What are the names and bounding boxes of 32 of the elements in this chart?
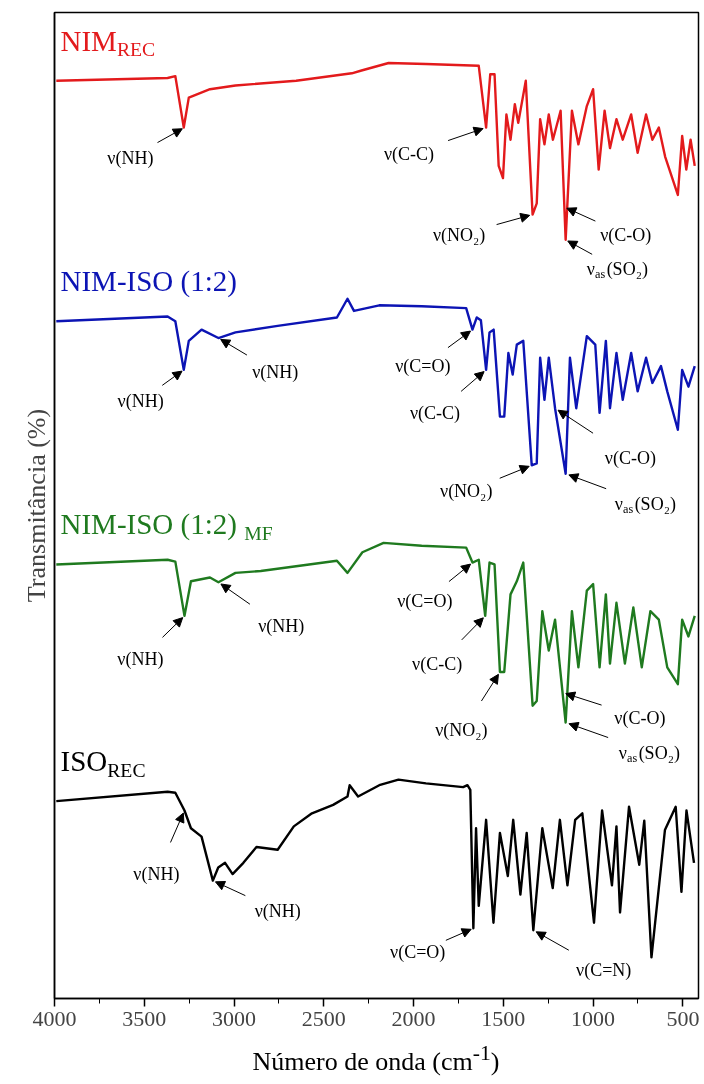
- annotation: ν(C-C): [383, 143, 435, 165]
- x-tick-label: 3500: [122, 1005, 167, 1031]
- series-label: NIM-ISO (1:2) MF: [60, 508, 273, 545]
- annotation: ν(C-C): [411, 653, 463, 675]
- annotation: ν(C-C): [409, 402, 461, 424]
- y-axis-title: Transmitância (%): [21, 408, 51, 603]
- annotation: ν(C-O): [600, 225, 652, 247]
- x-tick-label: 500: [666, 1005, 700, 1031]
- series-label: NIM-ISO (1:2): [60, 265, 237, 299]
- annotation: ν(NO₂): [439, 481, 493, 503]
- x-axis-title: Número de onda (cm$^{-1}$): [251, 1040, 501, 1077]
- x-tick-label: 4000: [32, 1005, 77, 1031]
- annotation: ν(C=O): [395, 355, 451, 377]
- x-tick-label: 1500: [481, 1005, 526, 1031]
- annotation: ν(NH): [252, 362, 299, 384]
- annotation: ν(NH): [133, 864, 180, 886]
- annotation: ν(C=N): [576, 960, 632, 982]
- annotation: ν(NO₂): [432, 224, 486, 246]
- annotation: ν(C-O): [604, 448, 656, 470]
- annotation: ν(NH): [254, 900, 301, 922]
- annotation: ν(NH): [107, 147, 154, 169]
- x-tick-label: 2500: [301, 1005, 346, 1031]
- annotation: ν(NH): [258, 616, 305, 638]
- x-tick-label: 1000: [571, 1005, 616, 1031]
- x-tick-label: 3000: [212, 1005, 257, 1031]
- annotation: ν(NH): [117, 390, 164, 412]
- annotation: ν(NO₂): [435, 720, 488, 742]
- annotation: ν(C=O): [397, 590, 453, 612]
- annotation: ν(C=O): [390, 942, 446, 964]
- annotation: ν(C-O): [614, 707, 666, 729]
- x-tick-label: 2000: [391, 1005, 436, 1031]
- annotation: ν(NH): [117, 648, 164, 670]
